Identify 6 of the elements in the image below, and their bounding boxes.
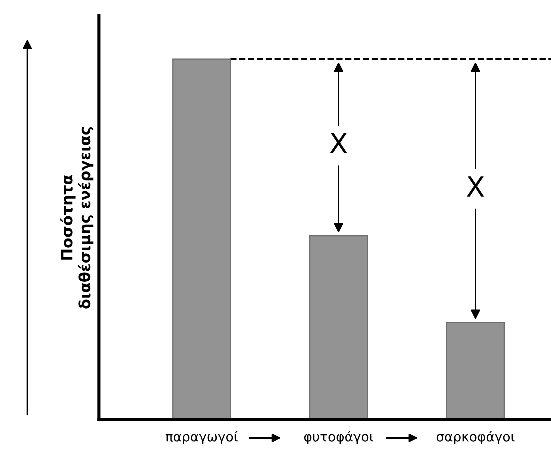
x-tick-label: σαρκοφάγοι	[436, 431, 515, 444]
annotation: X	[467, 176, 484, 197]
y-axis-title: Ποσότητα διαθέσιμης ενέργειας	[60, 128, 94, 309]
x-tick-label: παραγωγοί	[166, 431, 238, 444]
annotation: X	[330, 133, 348, 154]
x-tick-label: φυτοφάγοι	[304, 431, 374, 444]
